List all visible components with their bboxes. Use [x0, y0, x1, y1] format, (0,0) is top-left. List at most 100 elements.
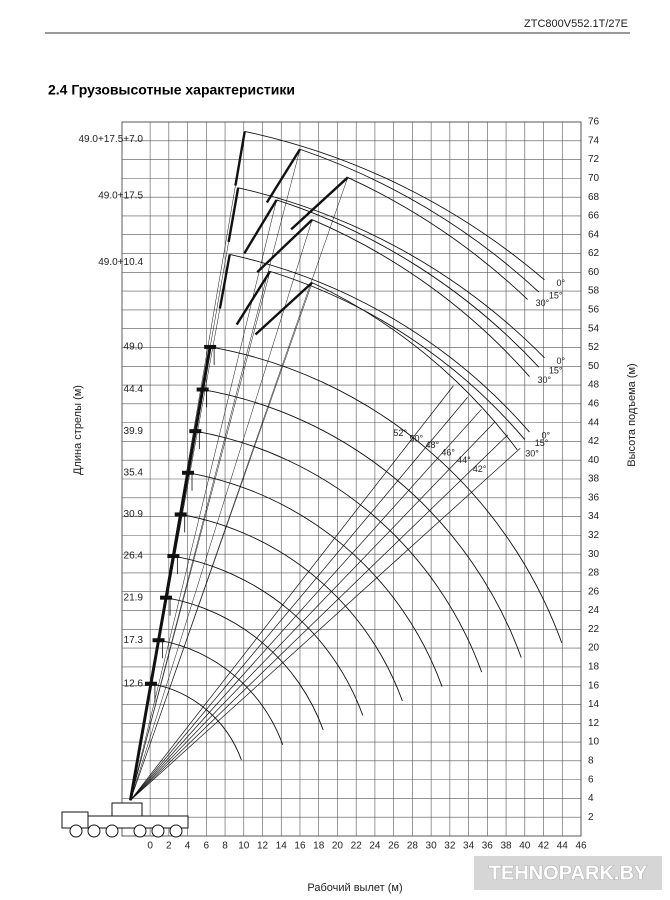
- y-tick-label: 64: [588, 229, 600, 240]
- x-tick-label: 40: [519, 841, 531, 852]
- jib-rigging: [130, 254, 230, 801]
- y-tick-label: 26: [588, 586, 600, 597]
- y-tick-label: 74: [588, 135, 600, 146]
- watermark: TEHNOPARK.BY: [489, 862, 648, 884]
- jib-config-label: 49.0+17.5: [98, 190, 143, 201]
- y-tick-label: 58: [588, 286, 600, 297]
- angle-label: 44°: [457, 455, 471, 465]
- y-tick-label: 10: [588, 737, 600, 748]
- y-tick-label: 70: [588, 173, 600, 184]
- angle-line: [130, 397, 468, 801]
- angle-line: [130, 385, 454, 801]
- offset-label: 30°: [536, 298, 550, 308]
- boom-axis-label: Длина стрелы (м): [72, 385, 84, 475]
- y-tick-label: 36: [588, 492, 600, 503]
- offset-label: 0°: [541, 430, 550, 440]
- y-tick-label: 20: [588, 643, 600, 654]
- angle-label: 50°: [409, 434, 423, 444]
- y-tick-label: 14: [588, 699, 600, 710]
- y-tick-label: 50: [588, 361, 600, 372]
- angle-line: [130, 421, 496, 801]
- crane-truck: [61, 802, 189, 838]
- offset-label: 0°: [556, 278, 565, 288]
- boom-arc: [187, 472, 443, 687]
- boom-arc: [165, 597, 324, 731]
- y-tick-label: 52: [588, 342, 600, 353]
- jib-arc: [229, 254, 530, 433]
- y-tick-label: 72: [588, 154, 600, 165]
- angle-label: 42°: [473, 464, 487, 474]
- y-tick-label: 38: [588, 474, 600, 485]
- boom-label: 30.9: [124, 509, 144, 520]
- x-tick-label: 42: [538, 841, 550, 852]
- x-tick-label: 6: [204, 841, 210, 852]
- x-tick-label: 0: [147, 841, 153, 852]
- x-tick-label: 20: [332, 841, 344, 852]
- boom-arc: [195, 430, 483, 673]
- y-tick-label: 40: [588, 455, 600, 466]
- x-tick-label: 22: [351, 841, 363, 852]
- y-tick-label: 2: [588, 812, 594, 823]
- boom-label: 39.9: [124, 426, 144, 437]
- boom-arc: [202, 389, 522, 658]
- boom-arc: [210, 346, 563, 644]
- jib: [265, 148, 301, 204]
- x-tick-label: 12: [257, 841, 269, 852]
- jib: [234, 131, 246, 186]
- boom-label: 17.3: [124, 635, 144, 646]
- jib-arc: [299, 148, 540, 293]
- jib-rigging: [130, 199, 277, 801]
- jib: [235, 270, 272, 326]
- chart: 0 2 4 6 8 10 12 14 16 18 20 22 24 26 28 30 32 34 36 38 40 42 4…: [78, 117, 599, 852]
- y-tick-label: 44: [588, 417, 600, 428]
- y-tick-label: 28: [588, 568, 600, 579]
- offset-label: 15°: [535, 438, 549, 448]
- x-tick-label: 36: [482, 841, 494, 852]
- y-tick-label: 54: [588, 323, 600, 334]
- x-axis-label: Рабочий вылет (м): [307, 882, 402, 894]
- x-tick-label: 46: [575, 841, 587, 852]
- y-tick-label: 8: [588, 755, 594, 766]
- jib-rigging: [130, 219, 313, 801]
- jib-rigging: [130, 271, 271, 801]
- boom-label: 44.4: [124, 384, 144, 395]
- x-tick-label: 28: [407, 841, 419, 852]
- y-tick-label: 16: [588, 680, 600, 691]
- boom-arc: [180, 513, 403, 702]
- boom-label: 26.4: [124, 551, 144, 562]
- jib: [290, 176, 349, 231]
- x-tick-label: 30: [426, 841, 438, 852]
- y-tick-label: 18: [588, 662, 600, 673]
- boom-arc: [150, 683, 242, 760]
- x-tick-label: 38: [500, 841, 512, 852]
- x-tick-label: 16: [294, 841, 306, 852]
- offset-label: 30°: [525, 448, 539, 458]
- y-tick-label: 34: [588, 511, 600, 522]
- boom-arc: [173, 555, 364, 716]
- offset-label: 15°: [549, 366, 563, 376]
- y-tick-label: 68: [588, 192, 600, 203]
- angle-line: [130, 448, 521, 801]
- y-tick-label: 46: [588, 398, 600, 409]
- doc-code: ZTC800V552.1T/27E: [524, 18, 628, 30]
- jib-arc: [238, 187, 545, 359]
- x-tick-label: 2: [166, 841, 172, 852]
- y-tick-label: 66: [588, 211, 600, 222]
- x-tick-label: 8: [222, 841, 228, 852]
- angle-label: 48°: [425, 440, 439, 450]
- jib-arc: [311, 219, 530, 377]
- angle-line: [130, 409, 482, 801]
- jib-rigging: [130, 187, 239, 801]
- y-tick-label: 42: [588, 436, 600, 447]
- boom-arc: [158, 639, 284, 745]
- y-tick-label: 48: [588, 380, 600, 391]
- jib-arc: [276, 199, 540, 368]
- x-tick-label: 34: [463, 841, 475, 852]
- jib-config-label: 49.0+10.4: [98, 257, 143, 268]
- x-tick-label: 10: [238, 841, 250, 852]
- offset-label: 15°: [549, 290, 563, 300]
- watermark-box: [474, 856, 662, 890]
- jib-config-label: 49.0+17.5+7.0: [78, 134, 143, 145]
- y-axis-label: Высота подъема (м): [626, 363, 638, 466]
